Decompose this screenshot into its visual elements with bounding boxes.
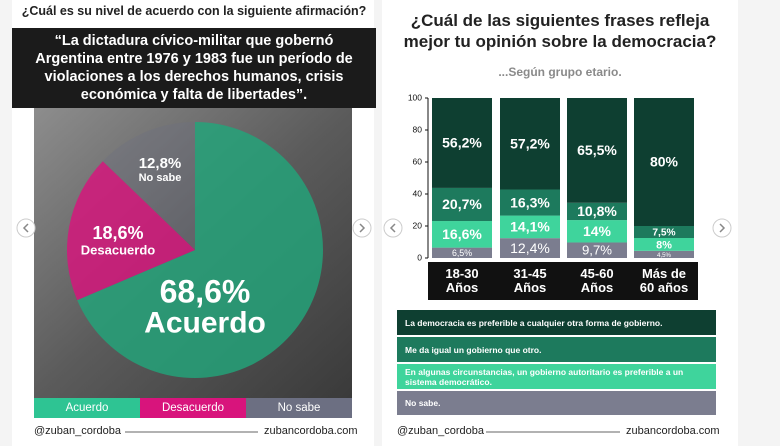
bar-value-label: 16,6% [442, 226, 482, 242]
legend-label: Acuerdo [65, 402, 109, 414]
bar-segment [432, 221, 492, 248]
nav-right[interactable] [712, 218, 732, 238]
legend-item: Desacuerdo [140, 398, 246, 418]
bar-segment [567, 202, 627, 221]
bar-segment [500, 98, 560, 190]
category-box: 18-30 Años [428, 262, 496, 300]
bar-value-label: 9,7% [582, 243, 612, 258]
bar-segment [500, 215, 560, 239]
bar-segment [432, 187, 492, 222]
bar-value-label: 10,8% [577, 203, 617, 219]
bar-segment [634, 98, 694, 226]
y-tick-label: 100 [408, 92, 422, 102]
pie-slice [102, 122, 195, 250]
category-box: 45-60 Años [563, 262, 631, 300]
legend-item: Acuerdo [34, 398, 140, 418]
category-box: 31-45 Años [496, 262, 564, 300]
legend-item: La democracia es preferible a cualquier … [397, 310, 716, 335]
footer-site: zubancordoba.com [626, 425, 720, 437]
footer-handle: @zuban_cordoba [397, 425, 485, 437]
bar-value-label: 80% [650, 154, 679, 170]
legend-label: Desacuerdo [161, 402, 224, 414]
pie-slice [77, 122, 323, 379]
bar-segment [634, 226, 694, 238]
pie-slice [67, 161, 195, 301]
bar-value-label: 4,5% [657, 252, 671, 259]
bar-value-label: 7,5% [652, 228, 675, 239]
bar-segment [432, 247, 492, 258]
slice-category-label: Acuerdo [144, 306, 266, 339]
y-tick-label: 20 [413, 220, 423, 230]
legend-item: No sabe. [397, 391, 716, 415]
bar-segment [634, 238, 694, 251]
legend-label: La democracia es preferible a cualquier … [405, 317, 663, 328]
y-tick-label: 0 [417, 252, 422, 262]
slice-value-label: 68,6% [160, 273, 251, 309]
chart-title: ¿Cuál de las siguientes frases refleja m… [403, 11, 717, 51]
legend-label: Me da igual un gobierno que otro. [405, 344, 542, 355]
slice-category-label: No sabe [139, 172, 182, 184]
y-tick-label: 40 [413, 188, 423, 198]
bar-segment [567, 98, 627, 203]
footer-site: zubancordoba.com [264, 425, 358, 437]
legend-item: Me da igual un gobierno que otro. [397, 337, 716, 362]
bar-value-label: 6,5% [452, 248, 472, 258]
bar-value-label: 8% [656, 239, 672, 251]
x-tick-label: Más de 60 años [639, 266, 689, 295]
bar-segment [500, 238, 560, 258]
category-box: Más de 60 años [630, 262, 698, 300]
legend-item: No sabe [246, 398, 352, 418]
chart-subtitle: ...Según grupo etario. [498, 65, 622, 79]
bar-segment [500, 189, 560, 216]
slice-category-label: Desacuerdo [81, 243, 155, 258]
bar-segment [567, 220, 627, 243]
quote-box [12, 28, 376, 108]
bar-value-label: 20,7% [442, 196, 482, 212]
legend-label: En algunas circunstancias, un gobierno a… [405, 366, 684, 387]
bar-segment [432, 98, 492, 188]
legend-item: En algunas circunstancias, un gobierno a… [397, 364, 716, 389]
nav-middle-right[interactable] [383, 218, 403, 238]
bar-value-label: 14% [583, 223, 612, 239]
footer-handle: @zuban_cordoba [34, 425, 122, 437]
x-tick-label: 18-30 Años [445, 266, 479, 295]
bar-value-label: 14,1% [510, 219, 550, 235]
bar-value-label: 56,2% [442, 135, 482, 151]
slice-value-label: 18,6% [92, 223, 143, 243]
nav-left[interactable] [16, 218, 36, 238]
y-tick-label: 80 [413, 124, 423, 134]
y-tick-label: 60 [413, 156, 423, 166]
x-tick-label: 31-45 Años [513, 266, 547, 295]
bar-value-label: 57,2% [510, 135, 550, 151]
question: ¿Cuál es su nivel de acuerdo con la sigu… [21, 4, 367, 18]
bar-value-label: 12,4% [510, 240, 550, 256]
slice-value-label: 12,8% [139, 155, 182, 172]
bar-value-label: 65,5% [577, 142, 617, 158]
bar-segment [567, 242, 627, 258]
quote: “La dictadura cívico-militar que gobernó… [35, 33, 353, 103]
legend-label: No sabe. [405, 398, 441, 408]
bar-value-label: 16,3% [510, 194, 550, 210]
bar-segment [634, 250, 694, 258]
legend-label: No sabe [277, 402, 321, 414]
nav-middle-left[interactable] [352, 218, 372, 238]
x-tick-label: 45-60 Años [580, 266, 614, 295]
